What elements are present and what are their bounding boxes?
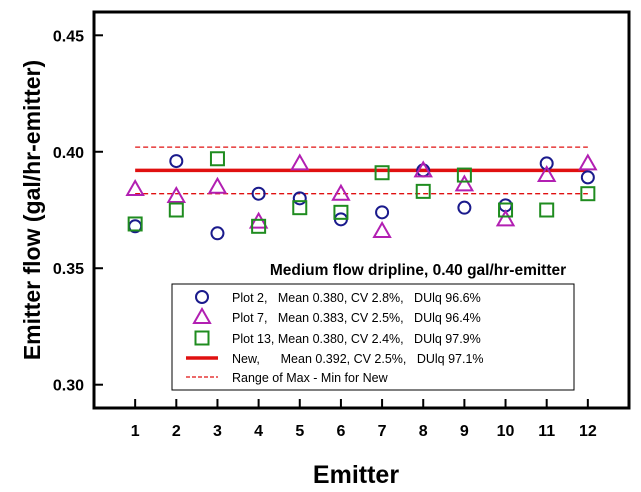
legend-items: Plot 2, Mean 0.380, CV 2.8%, DUlq 96.6% P… [186,290,484,385]
circle-point [251,186,266,201]
legend-circle-swatch [195,290,209,304]
x-axis-label: Emitter [313,461,399,489]
circle-point [580,170,595,185]
y-axis-label: Emitter flow (gal/hr-emitter) [19,60,45,360]
legend-label: Plot 13, Mean 0.380, CV 2.4%, DUlq 97.9% [232,332,481,346]
legend-label: Plot 7, Mean 0.383, CV 2.5%, DUlq 96.4% [232,311,481,325]
square-point [251,218,267,234]
triangle-point [536,165,557,183]
x-tick-label: 8 [419,423,428,440]
x-tick-label: 10 [497,423,515,440]
x-tick-label: 12 [579,423,597,440]
triangle-point [454,174,475,192]
x-axis-ticks: 1 2 3 4 5 6 7 8 9 10 11 12 [131,399,597,440]
x-tick-label: 4 [254,423,263,440]
x-tick-label: 5 [295,423,304,440]
y-tick-label: 0.45 [53,28,84,45]
x-tick-label: 2 [172,423,181,440]
legend-box [171,283,575,391]
legend-square-swatch [194,330,210,346]
circle-point [457,200,472,215]
square-point [209,151,225,167]
data-markers [125,151,598,241]
y-axis-ticks: 0.30 0.35 0.40 0.45 [53,28,103,395]
circle-point [169,154,184,169]
square-point [374,165,390,181]
x-tick-label: 6 [336,423,345,440]
square-point [498,202,514,218]
square-point [539,202,555,218]
x-tick-label: 3 [213,423,222,440]
square-point [415,183,431,199]
square-point [127,216,143,232]
legend-label: Range of Max - Min for New [232,371,389,385]
triangle-point [413,160,433,178]
triangle-point [166,186,187,204]
square-point [333,204,349,220]
square-point [292,200,308,216]
triangle-point [495,209,516,227]
circle-point [539,156,554,171]
x-tick-label: 1 [131,423,140,440]
triangle-point [372,220,392,238]
circle-point [375,205,390,220]
legend-label: Plot 2, Mean 0.380, CV 2.8%, DUlq 96.6% [232,291,481,305]
triangle-point [290,153,310,171]
x-tick-label: 7 [378,423,387,440]
chart-annotation: Medium flow dripline, 0.40 gal/hr-emitte… [270,262,566,279]
y-tick-label: 0.40 [53,145,84,162]
plot-area-frame [92,10,631,410]
triangle-point [125,179,145,197]
legend-label: New, Mean 0.392, CV 2.5%, DUlq 97.1% [232,352,484,366]
x-tick-label: 9 [460,423,469,440]
square-point [168,202,184,218]
triangle-point [578,153,598,171]
legend: Plot 2, Mean 0.380, CV 2.8%, DUlq 96.6% P… [171,283,575,391]
circle-point [210,226,225,241]
triangle-point [331,183,351,201]
triangle-point [207,176,228,194]
square-point [580,186,596,202]
square-point [456,167,472,183]
x-tick-label: 11 [538,423,555,440]
y-tick-label: 0.30 [53,378,84,395]
legend-triangle-swatch [192,306,212,324]
y-tick-label: 0.35 [53,261,84,278]
circle-point [292,191,307,206]
